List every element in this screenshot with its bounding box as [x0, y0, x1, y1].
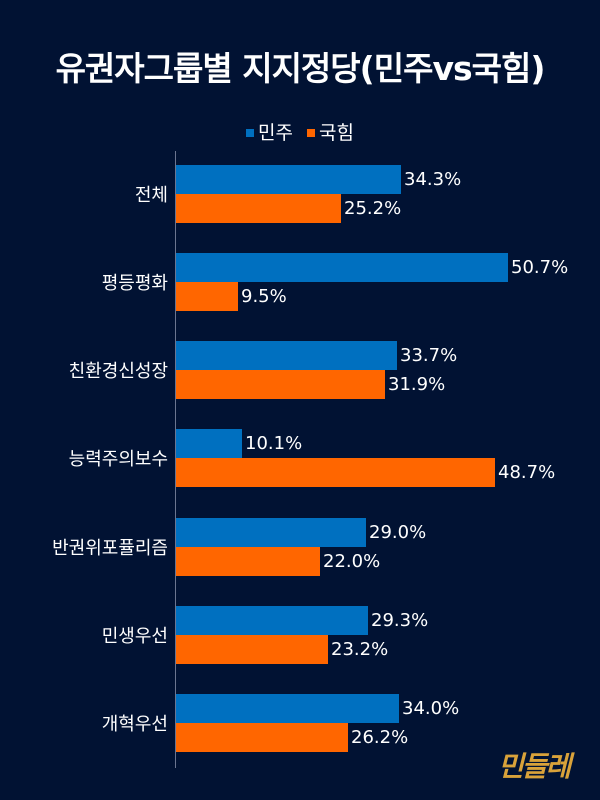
bar-value-label: 50.7%	[511, 257, 569, 279]
legend-label-minju: 민주	[258, 122, 293, 144]
bar-value-label: 29.0%	[369, 521, 427, 543]
bar-minju	[176, 693, 399, 723]
bar-minju	[176, 165, 401, 194]
bar-gukhim	[176, 458, 495, 488]
bar-value-label: 34.0%	[402, 697, 460, 719]
publisher-logo: 민들레	[498, 750, 571, 783]
chart-legend: 민주 국힘	[0, 121, 600, 145]
bar-minju	[176, 605, 368, 635]
category-group: 민생우선 29.3% 23.2%	[0, 592, 600, 680]
category-label: 개혁우선	[101, 713, 168, 735]
bar-value-label: 31.9%	[388, 374, 446, 396]
bar-gukhim	[176, 546, 320, 576]
bar-value-label: 34.3%	[404, 169, 462, 190]
bar-value-label: 22.0%	[323, 550, 381, 572]
category-label: 친환경신성장	[68, 361, 168, 383]
bar-value-label: 29.3%	[371, 609, 429, 631]
bar-value-label: 48.7%	[498, 462, 556, 484]
bar-gukhim	[176, 722, 348, 752]
category-group: 평등평화 50.7% 9.5%	[0, 239, 600, 327]
bar-value-label: 10.1%	[245, 433, 303, 455]
category-label: 평등평화	[101, 273, 168, 295]
legend-item-gukhim: 국힘	[307, 121, 354, 145]
category-group: 친환경신성장 33.7% 31.9%	[0, 327, 600, 415]
bar-minju	[176, 253, 508, 283]
legend-swatch-minju	[246, 129, 255, 137]
bar-gukhim	[176, 370, 385, 400]
bar-value-label: 26.2%	[351, 726, 409, 748]
bar-gukhim	[176, 634, 328, 664]
bar-gukhim	[176, 282, 238, 312]
category-group: 반권위포퓰리즘 29.0% 22.0%	[0, 504, 600, 592]
legend-swatch-gukhim	[307, 129, 315, 137]
legend-item-minju: 민주	[246, 121, 293, 145]
category-group: 전체 34.3% 25.2%	[0, 151, 600, 239]
bar-minju	[176, 517, 366, 547]
bar-value-label: 25.2%	[344, 198, 402, 219]
bar-gukhim	[176, 194, 341, 223]
category-label: 능력주의보수	[68, 449, 168, 471]
category-label: 반권위포퓰리즘	[52, 537, 168, 559]
category-label: 민생우선	[101, 625, 168, 647]
bar-value-label: 9.5%	[241, 286, 287, 308]
legend-label-gukhim: 국힘	[319, 122, 354, 144]
bar-value-label: 23.2%	[331, 638, 389, 660]
category-axis-line	[175, 151, 176, 768]
category-label: 전체	[134, 185, 168, 206]
category-group: 개혁우선 34.0% 26.2%	[0, 680, 600, 768]
bar-minju	[176, 341, 397, 371]
bar-minju	[176, 429, 242, 459]
category-group: 능력주의보수 10.1% 48.7%	[0, 415, 600, 503]
bar-value-label: 33.7%	[400, 345, 458, 367]
chart-title: 유권자그룹별 지지정당(민주vs국힘)	[55, 49, 546, 88]
